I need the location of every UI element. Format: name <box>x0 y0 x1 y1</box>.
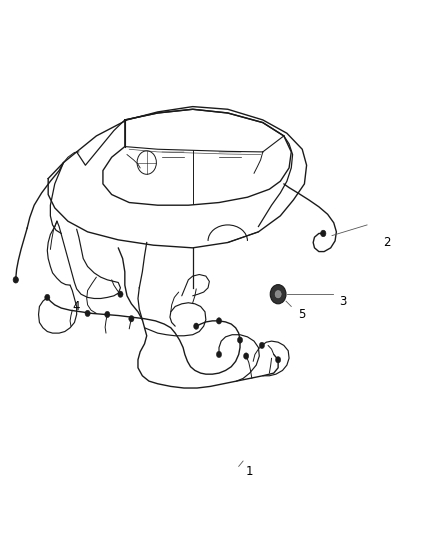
Circle shape <box>129 316 134 322</box>
Circle shape <box>321 230 326 237</box>
Circle shape <box>244 353 249 359</box>
Circle shape <box>118 291 123 297</box>
Circle shape <box>216 318 222 324</box>
Circle shape <box>216 351 222 358</box>
Circle shape <box>13 277 18 283</box>
Circle shape <box>237 337 243 343</box>
Text: 3: 3 <box>339 295 347 308</box>
Text: 5: 5 <box>298 308 305 321</box>
Circle shape <box>270 285 286 304</box>
Text: 1: 1 <box>245 465 253 478</box>
Circle shape <box>105 311 110 318</box>
Circle shape <box>194 323 199 329</box>
Circle shape <box>259 342 265 349</box>
Circle shape <box>85 310 90 317</box>
Text: 2: 2 <box>383 236 391 249</box>
Circle shape <box>45 294 50 301</box>
Circle shape <box>276 357 281 363</box>
Circle shape <box>275 290 281 298</box>
Text: 4: 4 <box>72 300 80 313</box>
